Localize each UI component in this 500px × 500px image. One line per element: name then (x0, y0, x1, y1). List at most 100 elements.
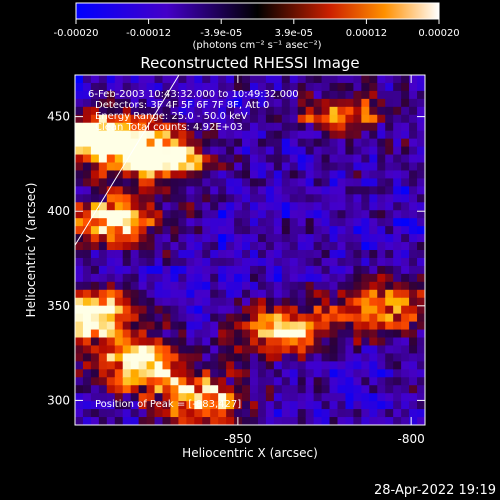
heatmap-cell (186, 234, 195, 243)
heatmap-cell (234, 337, 243, 347)
heatmap-cell (337, 218, 347, 227)
heatmap-cell (210, 401, 219, 410)
heatmap-cell (281, 265, 291, 275)
heatmap-cell (345, 98, 355, 108)
heatmap-cell (305, 234, 315, 243)
heatmap-cell (82, 178, 92, 187)
heatmap-cell (281, 210, 291, 219)
heatmap-cell (154, 122, 164, 132)
heatmap-cell (138, 82, 148, 92)
heatmap-cell (281, 122, 291, 132)
heatmap-cell (194, 202, 203, 211)
heatmap-cell (329, 393, 339, 402)
heatmap-cell (202, 369, 211, 378)
heatmap-cell (297, 250, 307, 259)
heatmap-cell (289, 369, 299, 378)
heatmap-cell (345, 218, 355, 227)
heatmap-cell (401, 345, 410, 355)
heatmap-cell (194, 401, 203, 410)
heatmap-cell (82, 313, 92, 323)
heatmap-cell (337, 194, 347, 203)
heatmap-cell (130, 305, 140, 315)
heatmap-cell (393, 82, 402, 92)
heatmap-cell (385, 114, 394, 124)
y-axis-label: Heliocentric Y (arcsec) (24, 183, 38, 318)
heatmap-cell (273, 321, 283, 331)
heatmap-cell (329, 281, 339, 291)
heatmap-cell (385, 265, 394, 275)
annotation-block: 6-Feb-2003 10:43:32.000 to 10:49:32.000D… (88, 89, 299, 133)
heatmap-cell (265, 329, 275, 339)
heatmap-cell (186, 257, 195, 267)
heatmap-cell (337, 417, 347, 425)
heatmap-cell (202, 218, 211, 227)
heatmap-cell (289, 393, 299, 402)
heatmap-cell (321, 265, 331, 275)
heatmap-cell (138, 281, 148, 291)
heatmap-cell (385, 250, 394, 259)
heatmap-cell (202, 106, 211, 116)
heatmap-cell (138, 353, 148, 362)
heatmap-cell (130, 313, 140, 323)
heatmap-cell (273, 146, 283, 156)
heatmap-cell (75, 321, 84, 331)
heatmap-cell (353, 273, 362, 283)
heatmap-cell (281, 305, 291, 315)
heatmap-cell (186, 178, 195, 187)
heatmap-cell (162, 289, 172, 299)
heatmap-cell (234, 305, 243, 315)
heatmap-cell (90, 353, 100, 362)
heatmap-cell (345, 345, 355, 355)
heatmap-cell (345, 106, 355, 116)
heatmap-cell (409, 337, 418, 347)
heatmap-cell (170, 154, 180, 164)
colorbar-tick-label: 3.9e-05 (275, 28, 313, 39)
heatmap-cell (75, 138, 84, 148)
heatmap-cell (250, 297, 259, 307)
heatmap-cell (162, 409, 172, 418)
heatmap-cell (234, 146, 243, 156)
heatmap-cell (75, 194, 84, 203)
heatmap-cell (82, 417, 92, 425)
heatmap-cell (138, 106, 148, 116)
heatmap-cell (210, 75, 219, 84)
heatmap-cell (289, 178, 299, 187)
heatmap-cell (305, 114, 315, 124)
heatmap-cell (234, 361, 243, 370)
heatmap-cell (345, 353, 355, 362)
heatmap-cell (385, 353, 394, 362)
heatmap-cell (385, 257, 394, 267)
heatmap-cell (265, 218, 275, 227)
heatmap-cell (361, 186, 370, 195)
heatmap-cell (313, 98, 323, 108)
heatmap-cell (130, 401, 140, 410)
heatmap-cell (329, 75, 339, 84)
heatmap-cell (353, 361, 362, 370)
heatmap-cell (417, 202, 425, 211)
heatmap-cell (329, 377, 339, 386)
heatmap-cell (369, 250, 378, 259)
x-tick-label: -850 (224, 432, 251, 446)
heatmap-cell (146, 297, 156, 307)
heatmap-cell (138, 369, 148, 378)
heatmap-cell (122, 401, 132, 410)
heatmap-cell (106, 138, 116, 148)
heatmap-cell (114, 417, 124, 425)
heatmap-cell (409, 393, 418, 402)
y-tick-label: 350 (47, 299, 70, 313)
heatmap-cell (329, 114, 339, 124)
heatmap-cell (186, 202, 195, 211)
heatmap-cell (154, 393, 164, 402)
heatmap-cell (146, 106, 156, 116)
heatmap-cell (162, 146, 172, 156)
heatmap-cell (337, 305, 347, 315)
heatmap-cell (218, 345, 227, 355)
heatmap-cell (265, 194, 275, 203)
heatmap-cell (114, 82, 124, 92)
heatmap-cell (242, 82, 251, 92)
heatmap-cell (178, 297, 187, 307)
heatmap-cell (114, 218, 124, 227)
heatmap-cell (194, 257, 203, 267)
heatmap-cell (90, 297, 100, 307)
heatmap-cell (401, 313, 410, 323)
